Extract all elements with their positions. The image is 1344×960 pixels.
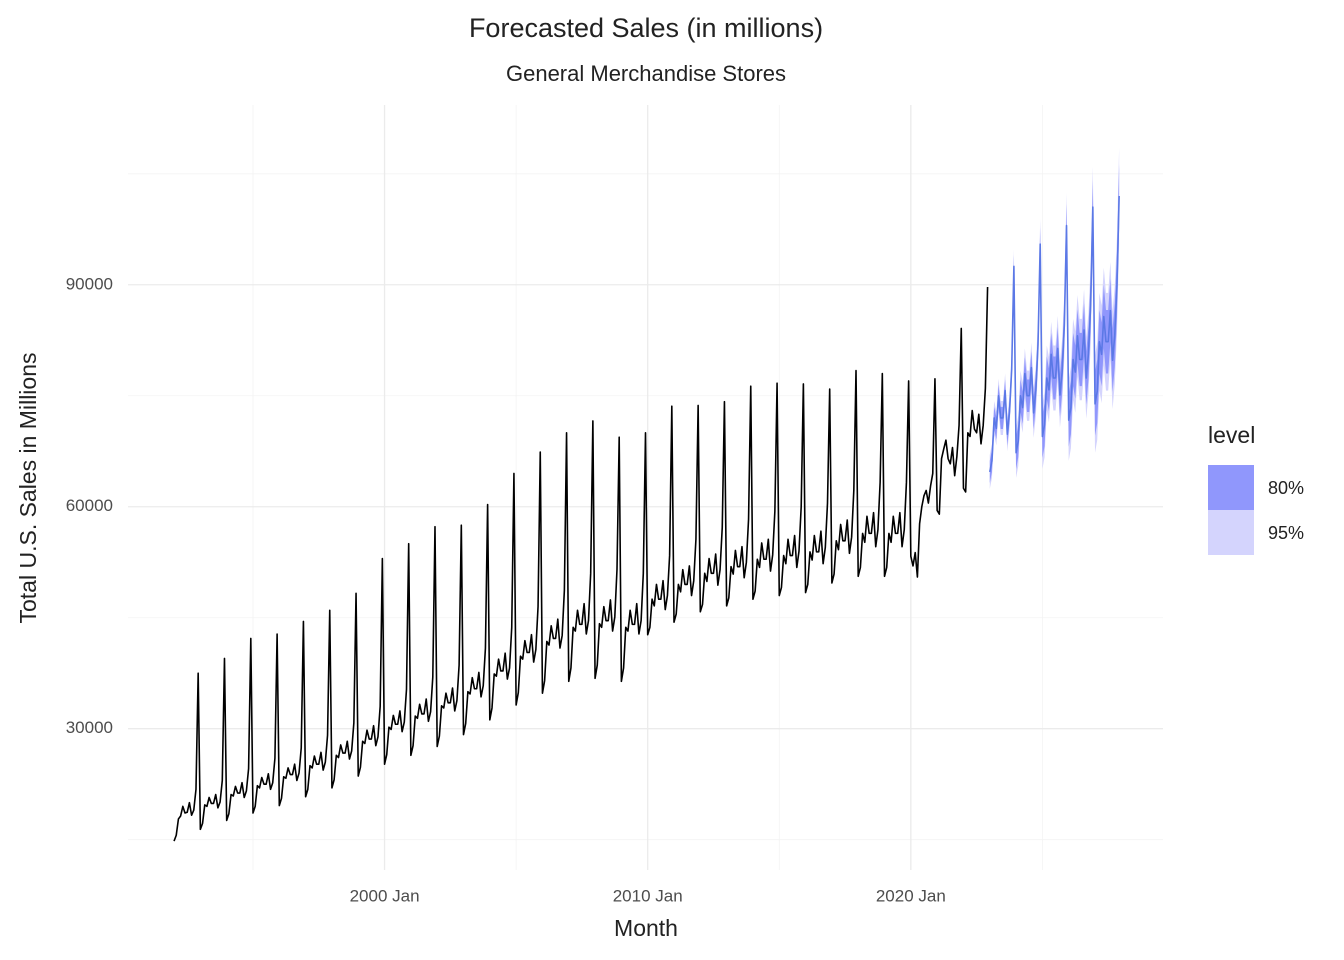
legend-label: 95% <box>1268 523 1304 543</box>
history-line <box>173 286 989 842</box>
legend-label: 80% <box>1268 478 1304 498</box>
legend-key <box>1208 465 1254 510</box>
legend-title: level <box>1208 422 1255 448</box>
x-tick-label: 2020 Jan <box>876 886 946 905</box>
x-tick-label: 2000 Jan <box>350 886 420 905</box>
y-tick-label: 90000 <box>66 274 113 293</box>
chart-title: Forecasted Sales (in millions) <box>469 13 823 43</box>
forecast-line <box>988 195 1120 473</box>
prediction-interval <box>989 164 1120 484</box>
y-tick-label: 60000 <box>66 496 113 515</box>
x-tick-label: 2010 Jan <box>613 886 683 905</box>
y-axis-title: Total U.S. Sales in Millions <box>15 353 41 624</box>
y-tick-label: 30000 <box>66 718 113 737</box>
chart-subtitle: General Merchandise Stores <box>506 61 786 86</box>
x-axis-title: Month <box>614 915 678 941</box>
legend-key <box>1208 510 1254 555</box>
